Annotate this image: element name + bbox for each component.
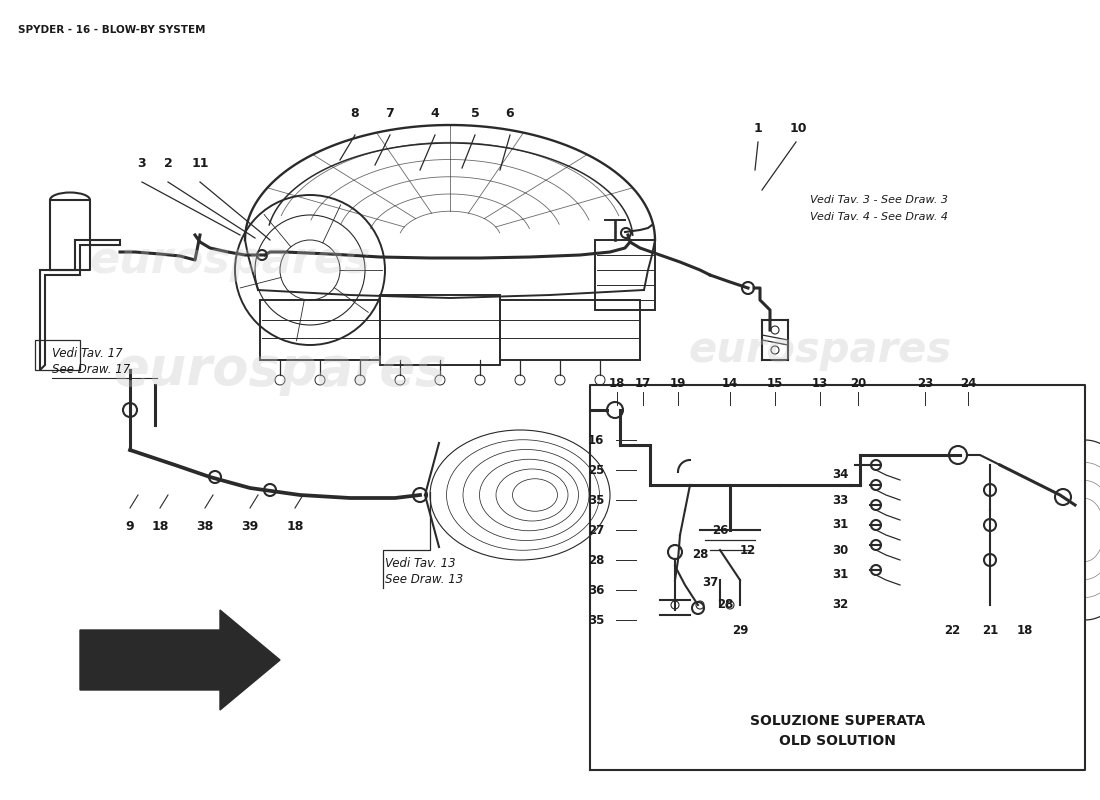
Text: See Draw. 13: See Draw. 13 (385, 573, 463, 586)
Text: Vedi Tav. 13: Vedi Tav. 13 (385, 557, 455, 570)
Text: 25: 25 (587, 463, 604, 477)
Text: 6: 6 (506, 107, 515, 120)
Circle shape (668, 545, 682, 559)
Text: 37: 37 (702, 575, 718, 589)
Text: 30: 30 (832, 543, 848, 557)
Text: See Draw. 17: See Draw. 17 (52, 363, 130, 376)
Text: 28: 28 (692, 549, 708, 562)
Text: 29: 29 (732, 623, 748, 637)
Text: 18: 18 (152, 520, 168, 533)
Text: Vedi Tav. 3 - See Draw. 3: Vedi Tav. 3 - See Draw. 3 (810, 195, 948, 205)
Text: 23: 23 (917, 377, 933, 390)
Text: 18: 18 (1016, 623, 1033, 637)
Circle shape (949, 446, 967, 464)
Text: 11: 11 (191, 157, 209, 170)
Text: 34: 34 (832, 469, 848, 482)
Text: 26: 26 (712, 523, 728, 537)
Text: 2: 2 (164, 157, 173, 170)
Text: 7: 7 (386, 107, 395, 120)
Text: 12: 12 (740, 543, 756, 557)
Text: 35: 35 (587, 494, 604, 506)
Text: 27: 27 (587, 523, 604, 537)
Text: 21: 21 (982, 623, 998, 637)
Text: 4: 4 (430, 107, 439, 120)
Text: 38: 38 (197, 520, 213, 533)
Text: 19: 19 (670, 377, 686, 390)
Circle shape (607, 402, 623, 418)
Text: 8: 8 (351, 107, 360, 120)
Text: 24: 24 (960, 377, 976, 390)
Circle shape (1055, 489, 1071, 505)
Text: 31: 31 (832, 569, 848, 582)
Text: 3: 3 (138, 157, 146, 170)
Text: 14: 14 (722, 377, 738, 390)
Text: 18: 18 (286, 520, 304, 533)
Text: 28: 28 (717, 598, 734, 611)
Text: 9: 9 (125, 520, 134, 533)
Text: 5: 5 (471, 107, 480, 120)
Text: SOLUZIONE SUPERATA: SOLUZIONE SUPERATA (750, 714, 925, 728)
Text: 10: 10 (790, 122, 806, 135)
Text: 22: 22 (944, 623, 960, 637)
Text: 1: 1 (754, 122, 762, 135)
Text: 13: 13 (812, 377, 828, 390)
Text: SPYDER - 16 - BLOW-BY SYSTEM: SPYDER - 16 - BLOW-BY SYSTEM (18, 25, 206, 35)
Text: 20: 20 (850, 377, 866, 390)
Text: Vedi Tav. 17: Vedi Tav. 17 (52, 347, 122, 360)
Text: 16: 16 (587, 434, 604, 446)
Text: 36: 36 (587, 583, 604, 597)
Text: eurospares: eurospares (113, 344, 447, 396)
Text: 31: 31 (832, 518, 848, 531)
Text: 39: 39 (241, 520, 258, 533)
Polygon shape (80, 610, 280, 710)
Text: OLD SOLUTION: OLD SOLUTION (779, 734, 895, 748)
Text: eurospares: eurospares (89, 238, 371, 282)
Circle shape (412, 488, 427, 502)
Text: 28: 28 (587, 554, 604, 566)
Text: 35: 35 (587, 614, 604, 626)
Text: eurospares: eurospares (689, 329, 952, 371)
Text: 15: 15 (767, 377, 783, 390)
Text: 18: 18 (608, 377, 625, 390)
Text: 33: 33 (832, 494, 848, 506)
Text: 17: 17 (635, 377, 651, 390)
Text: 32: 32 (832, 598, 848, 611)
Text: Vedi Tav. 4 - See Draw. 4: Vedi Tav. 4 - See Draw. 4 (810, 212, 948, 222)
